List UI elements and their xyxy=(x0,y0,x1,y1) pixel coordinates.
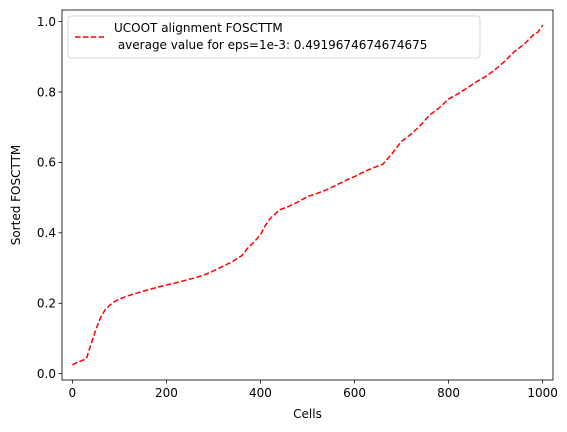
y-tick-label: 1.0 xyxy=(37,15,56,29)
x-axis-title: Cells xyxy=(293,407,322,421)
x-tick-label: 600 xyxy=(343,386,366,400)
x-tick-label: 1000 xyxy=(527,386,558,400)
y-tick-label: 0.4 xyxy=(37,226,56,240)
series-line xyxy=(72,24,544,366)
x-tick-label: 800 xyxy=(437,386,460,400)
y-tick-label: 0.2 xyxy=(37,297,56,311)
plot-frame xyxy=(61,9,554,381)
y-axis-title: Sorted FOSCTTM xyxy=(9,145,23,246)
y-tick-label: 0.6 xyxy=(37,156,56,170)
series-layer xyxy=(72,24,544,366)
x-tick-label: 400 xyxy=(249,386,272,400)
legend-label-line-1: UCOOT alignment FOSCTTM xyxy=(114,21,283,35)
x-axis-ticks: 0 200 400 600 800 1000 xyxy=(69,380,558,400)
axes-frame xyxy=(61,9,554,381)
y-axis-ticks: 0.0 0.2 0.4 0.6 0.8 1.0 xyxy=(37,15,62,381)
y-tick-label: 0.8 xyxy=(37,85,56,99)
x-tick-label: 0 xyxy=(69,386,77,400)
y-tick-label: 0.0 xyxy=(37,367,56,381)
x-tick-label: 200 xyxy=(155,386,178,400)
legend-box xyxy=(67,15,481,59)
legend: UCOOT alignment FOSCTTM average value fo… xyxy=(67,15,481,59)
legend-label-line-2: average value for eps=1e-3: 0.4919674674… xyxy=(114,38,427,52)
